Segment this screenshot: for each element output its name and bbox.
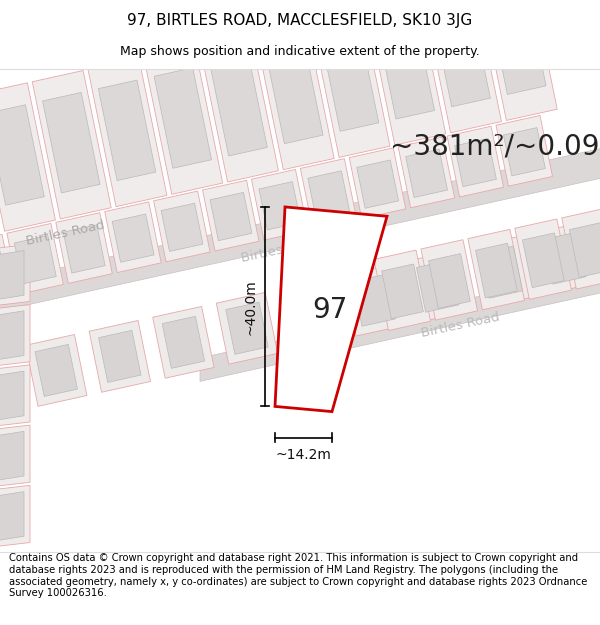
Polygon shape bbox=[480, 246, 523, 298]
Polygon shape bbox=[0, 251, 24, 301]
Polygon shape bbox=[0, 425, 30, 488]
Text: Birtles Road: Birtles Road bbox=[420, 311, 501, 340]
Polygon shape bbox=[0, 365, 30, 428]
Polygon shape bbox=[534, 222, 596, 294]
Polygon shape bbox=[35, 344, 77, 396]
Polygon shape bbox=[0, 371, 24, 421]
Polygon shape bbox=[210, 56, 267, 156]
Polygon shape bbox=[289, 288, 332, 340]
Polygon shape bbox=[353, 274, 395, 326]
Text: ~381m²/~0.094ac.: ~381m²/~0.094ac. bbox=[390, 132, 600, 161]
Polygon shape bbox=[266, 43, 323, 144]
Polygon shape bbox=[322, 31, 379, 131]
Polygon shape bbox=[447, 126, 503, 197]
Text: Contains OS data © Crown copyright and database right 2021. This information is : Contains OS data © Crown copyright and d… bbox=[9, 553, 587, 598]
Polygon shape bbox=[343, 264, 405, 336]
Polygon shape bbox=[56, 213, 112, 283]
Polygon shape bbox=[515, 219, 571, 299]
Polygon shape bbox=[357, 160, 398, 208]
Polygon shape bbox=[105, 202, 161, 272]
Polygon shape bbox=[112, 214, 154, 262]
Polygon shape bbox=[301, 159, 357, 229]
Polygon shape bbox=[98, 331, 141, 382]
Polygon shape bbox=[144, 46, 223, 194]
Polygon shape bbox=[455, 138, 496, 187]
Polygon shape bbox=[0, 311, 24, 361]
Text: Birtles Road: Birtles Road bbox=[240, 236, 321, 265]
Polygon shape bbox=[203, 180, 259, 251]
Polygon shape bbox=[43, 92, 100, 193]
Polygon shape bbox=[7, 224, 64, 294]
Polygon shape bbox=[569, 222, 600, 278]
Polygon shape bbox=[0, 304, 30, 367]
Text: ~14.2m: ~14.2m bbox=[275, 448, 331, 462]
Text: 97, BIRTLES ROAD, MACCLESFIELD, SK10 3JG: 97, BIRTLES ROAD, MACCLESFIELD, SK10 3JG bbox=[127, 13, 473, 28]
Text: ~40.0m: ~40.0m bbox=[243, 279, 257, 334]
Polygon shape bbox=[0, 105, 44, 205]
Polygon shape bbox=[153, 306, 214, 378]
Polygon shape bbox=[210, 192, 252, 241]
Polygon shape bbox=[0, 234, 14, 305]
Polygon shape bbox=[349, 148, 406, 219]
Polygon shape bbox=[374, 250, 431, 331]
Polygon shape bbox=[251, 169, 308, 240]
Polygon shape bbox=[14, 236, 56, 284]
Polygon shape bbox=[496, 116, 553, 186]
Polygon shape bbox=[562, 209, 600, 289]
Polygon shape bbox=[154, 191, 210, 262]
Polygon shape bbox=[200, 34, 278, 182]
Text: Birtles Road: Birtles Road bbox=[25, 218, 106, 248]
Polygon shape bbox=[26, 334, 87, 406]
Polygon shape bbox=[64, 225, 105, 273]
Polygon shape bbox=[280, 278, 341, 350]
Polygon shape bbox=[421, 240, 478, 320]
Polygon shape bbox=[367, 0, 446, 145]
Polygon shape bbox=[275, 207, 387, 412]
Polygon shape bbox=[88, 58, 167, 207]
Polygon shape bbox=[468, 229, 524, 310]
Polygon shape bbox=[154, 68, 212, 168]
Polygon shape bbox=[428, 254, 470, 308]
Polygon shape bbox=[398, 137, 455, 208]
Polygon shape bbox=[0, 144, 600, 316]
Polygon shape bbox=[308, 171, 350, 219]
Polygon shape bbox=[311, 9, 390, 158]
Polygon shape bbox=[416, 260, 459, 312]
Polygon shape bbox=[488, 0, 546, 94]
Polygon shape bbox=[523, 233, 564, 288]
Polygon shape bbox=[32, 71, 111, 219]
Polygon shape bbox=[406, 149, 448, 198]
Polygon shape bbox=[422, 0, 502, 132]
Polygon shape bbox=[478, 0, 557, 121]
Polygon shape bbox=[476, 243, 517, 298]
Polygon shape bbox=[470, 236, 532, 308]
Polygon shape bbox=[0, 244, 30, 307]
Polygon shape bbox=[162, 316, 205, 368]
Polygon shape bbox=[377, 19, 434, 119]
Polygon shape bbox=[259, 182, 301, 230]
Text: 97: 97 bbox=[312, 296, 347, 324]
Polygon shape bbox=[161, 203, 203, 251]
Polygon shape bbox=[226, 302, 268, 354]
Polygon shape bbox=[433, 6, 490, 107]
Polygon shape bbox=[216, 292, 278, 364]
Polygon shape bbox=[0, 431, 24, 481]
Polygon shape bbox=[98, 80, 156, 181]
Polygon shape bbox=[0, 486, 30, 548]
Polygon shape bbox=[382, 264, 424, 319]
Polygon shape bbox=[0, 246, 7, 294]
Polygon shape bbox=[544, 232, 586, 284]
Polygon shape bbox=[0, 492, 24, 541]
Text: Map shows position and indicative extent of the property.: Map shows position and indicative extent… bbox=[120, 45, 480, 58]
Polygon shape bbox=[407, 250, 469, 322]
Polygon shape bbox=[0, 83, 55, 231]
Polygon shape bbox=[255, 21, 334, 170]
Polygon shape bbox=[503, 127, 545, 176]
Polygon shape bbox=[200, 265, 600, 381]
Polygon shape bbox=[89, 321, 151, 392]
